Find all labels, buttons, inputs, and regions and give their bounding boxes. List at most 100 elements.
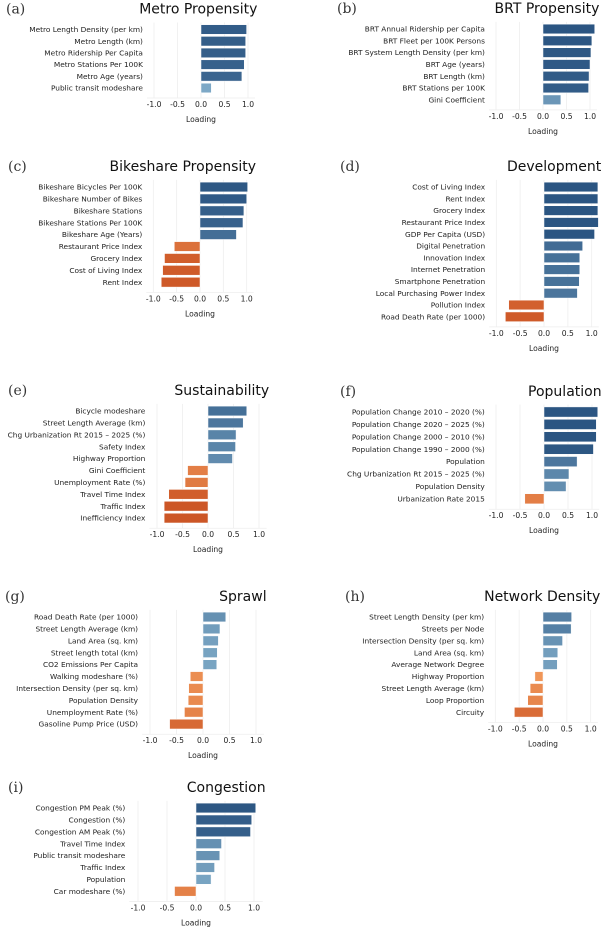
bar [202,611,227,623]
category-label: Road Death Rate (per 1000) [381,312,485,321]
category-label: Street length total (km) [51,648,138,657]
bar [543,431,597,443]
x-tick-label: -1.0 [150,530,165,539]
panel-label: (f) [340,384,356,400]
bar [543,288,578,299]
bar [200,71,243,82]
bar [200,47,246,58]
category-label: Gasoline Pump Price (USD) [39,720,139,729]
category-label: Metro Length Density (per km) [29,25,143,34]
category-label: Bikeshare Bicycles Per 100K [38,183,142,192]
category-label: Gini Coefficient [89,466,146,475]
panel-label: (c) [8,159,27,175]
bar [543,276,580,287]
category-label: Circuity [456,708,485,717]
x-tick-label: -0.5 [513,511,528,520]
x-tick-label: 0.0 [538,511,550,520]
x-tick-label: 0.0 [194,294,206,303]
x-tick-label: 0.5 [223,736,235,745]
category-label: Innovation Index [423,253,485,262]
bar [184,477,209,488]
category-label: Travel Time Index [79,490,146,499]
x-tick-label: -0.5 [169,294,184,303]
bar [187,465,209,476]
category-label: Inefficiency Index [80,514,146,523]
panel-title: Development [507,159,602,175]
x-tick-label: -0.5 [169,736,184,745]
bar [200,82,212,94]
category-label: Population Change 1990 – 2000 (%) [352,445,485,454]
bar [543,406,599,418]
category-label: Rent Index [103,278,143,287]
bar [543,181,599,193]
bar [190,671,204,682]
category-label: Land Area (sq. km) [414,648,484,657]
x-tick-label: -1.0 [488,724,503,733]
bar [195,850,221,861]
panel-label: (g) [5,589,25,605]
bar [543,481,567,492]
bar [543,205,599,216]
category-label: Cost of Living Index [412,183,486,192]
x-tick-label: 0.0 [190,903,202,912]
bar [163,501,209,512]
category-label: Chg Urbanization Rt 2015 – 2025 (%) [8,430,146,439]
bar [195,802,256,814]
bar [200,36,246,47]
category-label: Internet Penetration [411,265,486,274]
x-tick-label: 0.5 [561,724,573,733]
x-tick-label: 0.5 [217,294,229,303]
category-label: Grocery Index [433,206,485,215]
bar [169,718,204,730]
bar [542,635,563,646]
category-label: BRT Annual Ridership per Capita [365,25,485,34]
x-tick-label: 1.0 [250,736,262,745]
x-axis-label: Loading [186,115,216,124]
category-label: Walking modeshare (%) [50,672,138,681]
category-label: Street Length Average (km) [382,684,485,693]
category-label: Bikeshare Stations [74,206,143,215]
x-tick-label: 0.5 [218,100,230,109]
panel-title: Sustainability [174,383,269,399]
category-label: Rent Index [446,194,486,203]
x-tick-label: 0.5 [219,903,231,912]
bar [508,299,545,311]
bar [542,47,592,58]
bar [202,623,221,635]
bar [543,468,570,480]
bar [184,707,204,718]
category-label: Bicycle modeshare [75,407,145,416]
bar [199,205,245,216]
panel-d: -1.0 -0.5 0.0 0.5 1.0 Loading Development (d) Co… [340,159,602,353]
bar [207,429,237,440]
category-label: Gini Coefficient [428,95,485,104]
category-label: BRT Length (km) [423,72,485,81]
x-tick-label: 0.5 [227,530,239,539]
bar [543,456,578,467]
bar [207,405,248,417]
x-tick-label: 0.0 [197,736,209,745]
bar [207,417,244,429]
x-tick-label: 1.0 [241,294,253,303]
category-label: Loop Proportion [426,696,485,705]
category-label: Metro Stations Per 100K [54,60,143,69]
category-label: Congestion AM Peak (%) [35,827,126,836]
panel-label: (b) [337,1,357,17]
panel-title: Metro Propensity [139,2,257,18]
x-tick-label: 1.0 [585,724,597,733]
bar [529,683,544,694]
x-tick-label: 0.0 [537,724,549,733]
panel-e: -1.0 -0.5 0.0 0.5 1.0 Loading Sustainability (e… [8,383,270,554]
bar [168,489,209,500]
x-axis-label: Loading [528,739,558,748]
x-axis-label: Loading [193,545,223,554]
category-label: Restaurant Price Index [402,218,486,227]
bar [543,217,599,228]
x-tick-label: 0.5 [562,329,574,338]
category-label: Grocery Index [90,254,142,263]
bar [195,838,222,849]
panel-label: (e) [8,383,27,399]
x-tick-label: 0.5 [560,112,572,121]
category-label: Population Change 2000 – 2010 (%) [352,432,485,441]
